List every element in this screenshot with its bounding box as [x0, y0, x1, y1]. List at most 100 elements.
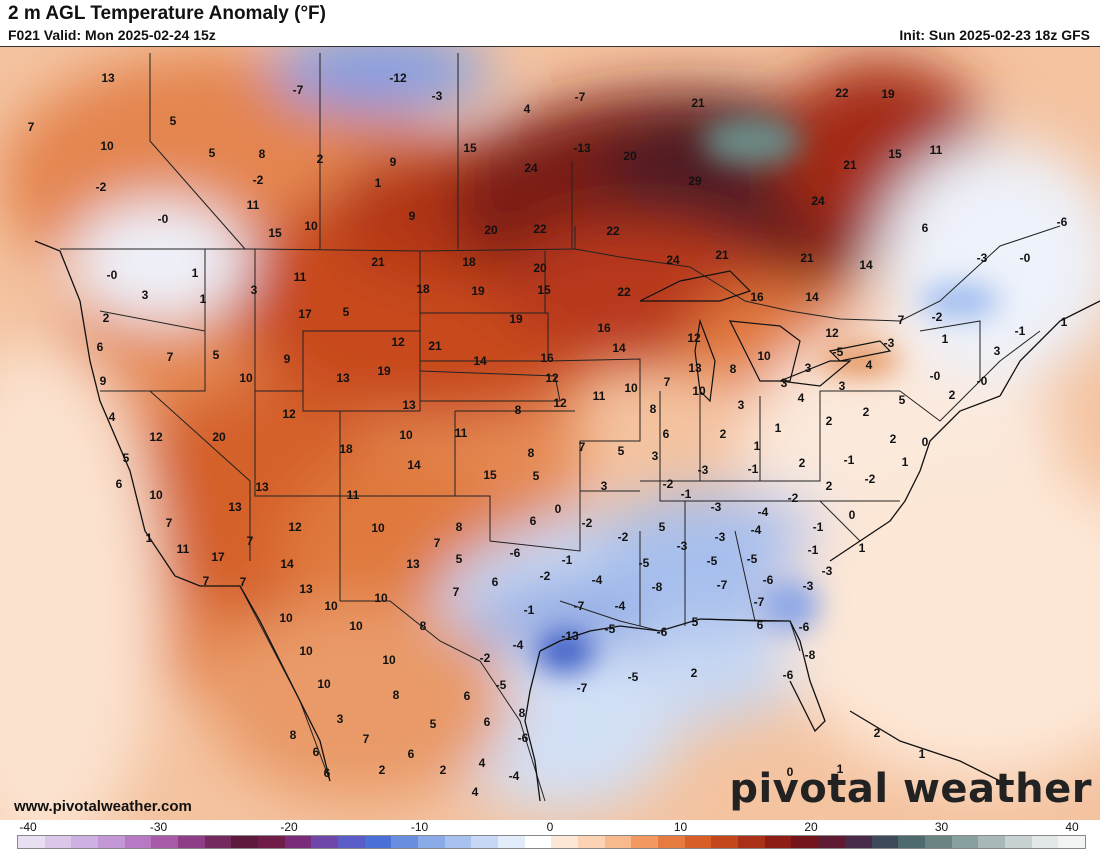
- brand-logo: pivotal weather: [729, 766, 1092, 812]
- anomaly-value-label: 3: [839, 379, 846, 393]
- anomaly-value-label: 1: [775, 421, 782, 435]
- anomaly-value-label: -5: [628, 670, 639, 684]
- anomaly-value-label: 8: [528, 446, 535, 460]
- anomaly-value-label: 20: [623, 149, 637, 163]
- anomaly-value-label: 19: [377, 364, 391, 378]
- anomaly-value-label: -0: [158, 212, 169, 226]
- anomaly-value-label: 6: [464, 689, 471, 703]
- anomaly-value-label: -4: [509, 769, 520, 783]
- colorbar-swatch: [418, 836, 445, 848]
- anomaly-value-label: 6: [484, 715, 491, 729]
- anomaly-value-label: 6: [408, 747, 415, 761]
- anomaly-value-label: -4: [615, 599, 626, 613]
- anomaly-value-label: -0: [107, 268, 118, 282]
- anomaly-value-label: 10: [349, 619, 363, 633]
- anomaly-value-label: 8: [650, 402, 657, 416]
- anomaly-value-label: 9: [409, 209, 416, 223]
- anomaly-value-label: 5: [692, 615, 699, 629]
- colorbar-swatch: [391, 836, 419, 848]
- anomaly-value-label: 24: [666, 253, 680, 267]
- anomaly-value-label: 2: [103, 311, 110, 325]
- anomaly-value-label: 20: [484, 223, 498, 237]
- anomaly-value-label: -6: [1057, 215, 1068, 229]
- anomaly-value-label: 7: [28, 120, 35, 134]
- anomaly-value-label: 5: [123, 451, 130, 465]
- colorbar-swatch: [791, 836, 819, 848]
- colorbar-swatch: [231, 836, 259, 848]
- anomaly-value-label: 21: [428, 339, 442, 353]
- website-label: www.pivotalweather.com: [14, 798, 192, 815]
- anomaly-value-label: -3: [977, 251, 988, 265]
- anomaly-value-label: 3: [251, 283, 258, 297]
- anomaly-value-label: 7: [167, 350, 174, 364]
- anomaly-value-label: 20: [533, 261, 547, 275]
- colorbar-swatch: [871, 836, 899, 848]
- colorbar-swatch: [898, 836, 925, 848]
- anomaly-value-label: -5: [605, 622, 616, 636]
- anomaly-value-label: -7: [717, 578, 728, 592]
- anomaly-value-label: 7: [203, 574, 210, 588]
- anomaly-value-label: 2: [826, 479, 833, 493]
- anomaly-value-label: 5: [170, 114, 177, 128]
- colorbar-swatch: [711, 836, 739, 848]
- anomaly-value-label: 4: [479, 756, 486, 770]
- anomaly-value-label: 11: [455, 426, 468, 440]
- anomaly-value-label: 12: [391, 335, 405, 349]
- anomaly-value-label: 12: [545, 371, 559, 385]
- colorbar-swatch: [364, 836, 392, 848]
- anomaly-value-label: 15: [483, 468, 497, 482]
- colorbar-tick-label: 10: [673, 820, 688, 834]
- anomaly-value-label: 6: [757, 618, 764, 632]
- anomaly-value-label: -2: [663, 477, 674, 491]
- anomaly-value-label: -5: [496, 678, 507, 692]
- anomaly-value-label: -1: [808, 543, 819, 557]
- anomaly-value-label: 15: [888, 147, 902, 161]
- anomaly-value-label: 22: [617, 285, 631, 299]
- colorbar-swatch: [1058, 836, 1085, 848]
- anomaly-value-label: 5: [430, 717, 437, 731]
- anomaly-value-label: 13: [255, 480, 269, 494]
- anomaly-value-label: 24: [524, 161, 538, 175]
- anomaly-value-label: 6: [313, 745, 320, 759]
- anomaly-value-label: 17: [298, 307, 312, 321]
- colorbar-strip: [17, 835, 1086, 849]
- anomaly-value-label: 5: [659, 520, 666, 534]
- anomaly-value-label: -7: [293, 83, 304, 97]
- colorbar-swatch: [978, 836, 1005, 848]
- anomaly-value-label: 6: [324, 766, 331, 780]
- anomaly-value-label: 10: [757, 349, 771, 363]
- colorbar-swatch: [444, 836, 472, 848]
- anomaly-value-label: 3: [805, 361, 812, 375]
- anomaly-value-label: -3: [803, 579, 814, 593]
- anomaly-value-label: 15: [537, 283, 551, 297]
- colorbar-swatch: [951, 836, 979, 848]
- anomaly-value-label: 20: [212, 430, 226, 444]
- anomaly-value-label: 21: [715, 248, 729, 262]
- anomaly-value-label: 2: [826, 414, 833, 428]
- init-time: Init: Sun 2025-02-23 18z GFS: [899, 27, 1090, 43]
- anomaly-value-label: -4: [758, 505, 769, 519]
- colorbar-swatch: [18, 836, 45, 848]
- anomaly-value-label: 8: [393, 688, 400, 702]
- anomaly-value-label: 11: [177, 542, 190, 556]
- anomaly-value-label: -4: [513, 638, 524, 652]
- anomaly-value-label: 1: [1061, 315, 1068, 329]
- colorbar-tick-label: -20: [280, 820, 298, 834]
- great-lakes: [639, 270, 892, 403]
- anomaly-value-label: 0: [922, 435, 929, 449]
- anomaly-value-label: 1: [754, 439, 761, 453]
- anomaly-value-label: -3: [677, 539, 688, 553]
- colorbar-swatch: [764, 836, 792, 848]
- anomaly-value-label: 11: [247, 198, 260, 212]
- anomaly-value-label: 13: [406, 557, 420, 571]
- colorbar-swatch: [98, 836, 125, 848]
- anomaly-value-label: -5: [747, 552, 758, 566]
- colorbar-swatch: [284, 836, 312, 848]
- anomaly-value-label: 11: [930, 143, 943, 157]
- anomaly-value-label: 19: [881, 87, 895, 101]
- anomaly-value-label: 2: [691, 666, 698, 680]
- anomaly-value-label: 2: [874, 726, 881, 740]
- anomaly-value-label: -6: [763, 573, 774, 587]
- anomaly-value-label: 5: [456, 552, 463, 566]
- colorbar-swatch: [311, 836, 339, 848]
